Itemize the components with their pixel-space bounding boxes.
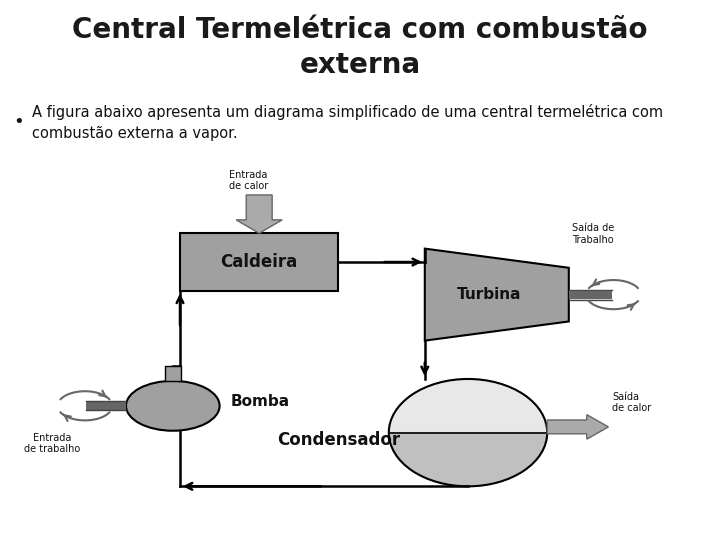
Text: A figura abaixo apresenta um diagrama simplificado de uma central termelétrica c: A figura abaixo apresenta um diagrama si…	[32, 104, 664, 141]
Polygon shape	[547, 415, 608, 439]
Bar	[165, 366, 181, 381]
Text: Caldeira: Caldeira	[220, 253, 298, 271]
Bar	[180, 233, 338, 291]
Polygon shape	[389, 379, 547, 433]
Circle shape	[126, 381, 220, 431]
Polygon shape	[425, 248, 569, 341]
Text: Condensador: Condensador	[276, 431, 400, 449]
Text: Central Termelétrica com combustão
externa: Central Termelétrica com combustão exter…	[72, 16, 648, 78]
Text: Entrada
de trabalho: Entrada de trabalho	[24, 433, 80, 454]
Text: Entrada
de calor: Entrada de calor	[229, 170, 268, 191]
Text: Bomba: Bomba	[230, 395, 289, 409]
Text: Turbina: Turbina	[457, 287, 522, 302]
Polygon shape	[236, 195, 282, 233]
Text: •: •	[13, 113, 24, 131]
Text: Saída
de calor: Saída de calor	[612, 392, 652, 414]
Text: Saída de
Trabalho: Saída de Trabalho	[572, 223, 615, 245]
Polygon shape	[389, 433, 547, 487]
